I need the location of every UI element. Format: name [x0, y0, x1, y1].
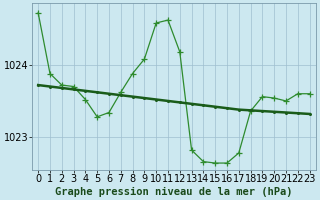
X-axis label: Graphe pression niveau de la mer (hPa): Graphe pression niveau de la mer (hPa) [55, 186, 292, 197]
